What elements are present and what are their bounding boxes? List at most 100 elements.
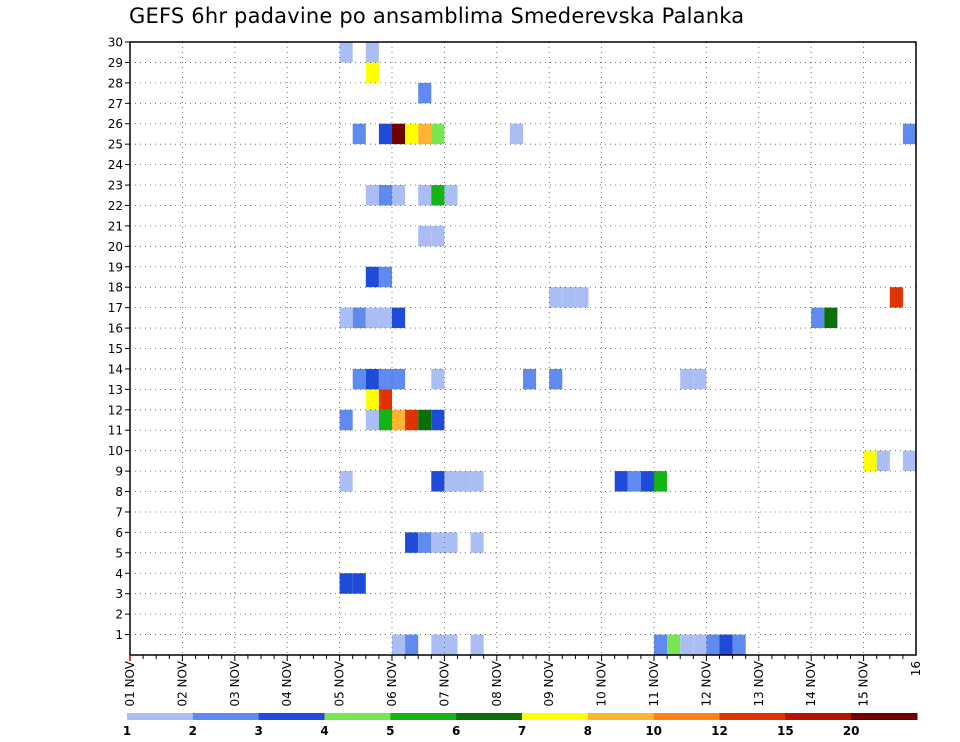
colorbar-label: 15 (777, 724, 794, 738)
heatmap-cell (365, 266, 379, 288)
x-tick-label: 11 NOV (647, 660, 661, 706)
y-axis: 1234567891011121314151617181920212223242… (108, 36, 130, 642)
y-tick-label: 14 (108, 362, 123, 376)
colorbar: 1 2 3 4 5 6 7 8 10 12 15 20 (123, 713, 918, 738)
x-tick-label: 04 NOV (280, 660, 294, 706)
heatmap-cell (431, 225, 445, 247)
y-tick-label: 30 (108, 36, 123, 50)
heatmap-cell (457, 471, 471, 492)
heatmap-cell (444, 634, 458, 655)
y-tick-label: 12 (108, 403, 123, 417)
colorbar-segment (653, 713, 720, 720)
heatmap-cell (719, 634, 733, 655)
colorbar-label: 12 (711, 724, 728, 738)
x-tick-label: 08 NOV (490, 660, 504, 706)
heatmap-cell (352, 573, 366, 594)
y-tick-label: 6 (115, 526, 123, 540)
heatmap-cell (680, 368, 694, 390)
heatmap-cell (549, 287, 563, 308)
heatmap-cell (352, 307, 366, 329)
y-tick-label: 20 (108, 240, 123, 254)
y-tick-label: 1 (115, 628, 123, 642)
heatmap-cell (431, 471, 445, 492)
colorbar-segment (127, 713, 194, 720)
heatmap-cell (339, 42, 353, 63)
colorbar-label: 3 (254, 724, 262, 738)
x-tick-label: 10 NOV (595, 660, 609, 706)
y-tick-label: 3 (115, 587, 123, 601)
heatmap-cell (444, 185, 458, 206)
heatmap-cell (470, 532, 484, 553)
heatmap-cell (339, 471, 353, 492)
chart-title: GEFS 6hr padavine po ansamblima Smederev… (129, 4, 745, 28)
x-tick-label: 14 NOV (804, 660, 818, 706)
heatmap-cell (339, 573, 353, 594)
heatmap-cell (365, 185, 379, 206)
heatmap-cells (339, 42, 916, 655)
heatmap-cell (378, 389, 392, 410)
y-tick-label: 24 (108, 158, 123, 172)
colorbar-label: 4 (320, 724, 328, 738)
colorbar-segment (522, 713, 589, 720)
heatmap-cell (418, 82, 432, 104)
y-tick-label: 17 (108, 301, 123, 315)
colorbar-segment (587, 713, 655, 720)
heatmap-cell (431, 532, 445, 553)
heatmap-cell (431, 368, 445, 390)
heatmap-cell (392, 368, 406, 390)
y-tick-label: 10 (108, 444, 123, 458)
heatmap-cell (339, 409, 353, 431)
x-tick-label: 16 (909, 661, 923, 676)
colorbar-segment (851, 713, 918, 720)
heatmap-cell (575, 287, 589, 308)
heatmap-cell (392, 307, 406, 329)
heatmap-cell (680, 634, 694, 655)
y-tick-label: 2 (115, 608, 123, 622)
heatmap-cell (339, 307, 353, 329)
heatmap-cell (365, 307, 379, 329)
heatmap-cell (470, 634, 484, 655)
heatmap-cell (811, 307, 825, 329)
y-tick-label: 9 (115, 465, 123, 479)
heatmap-cell (418, 409, 432, 431)
y-tick-label: 16 (108, 322, 123, 336)
y-tick-label: 11 (108, 424, 123, 438)
heatmap-cell (431, 185, 445, 206)
colorbar-segment (456, 713, 523, 720)
heatmap-cell (876, 450, 890, 472)
heatmap-cell (405, 123, 419, 145)
y-tick-label: 28 (108, 76, 123, 90)
heatmap-cell (365, 42, 379, 63)
colorbar-label: 2 (189, 724, 197, 738)
x-tick-label: 02 NOV (175, 660, 189, 706)
heatmap-cell (378, 307, 392, 329)
heatmap-cell (352, 123, 366, 145)
colorbar-label: 7 (518, 724, 526, 738)
x-tick-label: 06 NOV (385, 660, 399, 706)
heatmap-cell (378, 368, 392, 390)
x-tick-label: 12 NOV (699, 660, 713, 706)
heatmap-cell (418, 123, 432, 145)
colorbar-segment (192, 713, 260, 720)
y-tick-label: 8 (115, 485, 123, 499)
colorbar-segment (785, 713, 852, 720)
x-tick-label: 15 NOV (857, 660, 871, 706)
y-tick-label: 13 (108, 383, 123, 397)
colorbar-label: 6 (452, 724, 460, 738)
heatmap-cell (418, 532, 432, 553)
heatmap-cell (405, 634, 419, 655)
heatmap-cell (614, 471, 628, 492)
heatmap-cell (378, 266, 392, 288)
heatmap-cell (352, 368, 366, 390)
y-tick-label: 5 (115, 546, 123, 560)
x-tick-label: 03 NOV (228, 660, 242, 706)
heatmap-cell (392, 123, 406, 145)
heatmap-cell (418, 185, 432, 206)
heatmap-cell (667, 634, 681, 655)
heatmap-cell (431, 634, 445, 655)
y-tick-label: 15 (108, 342, 123, 356)
heatmap-cell (654, 634, 668, 655)
heatmap-cell (549, 368, 563, 390)
heatmap-cell (562, 287, 576, 308)
